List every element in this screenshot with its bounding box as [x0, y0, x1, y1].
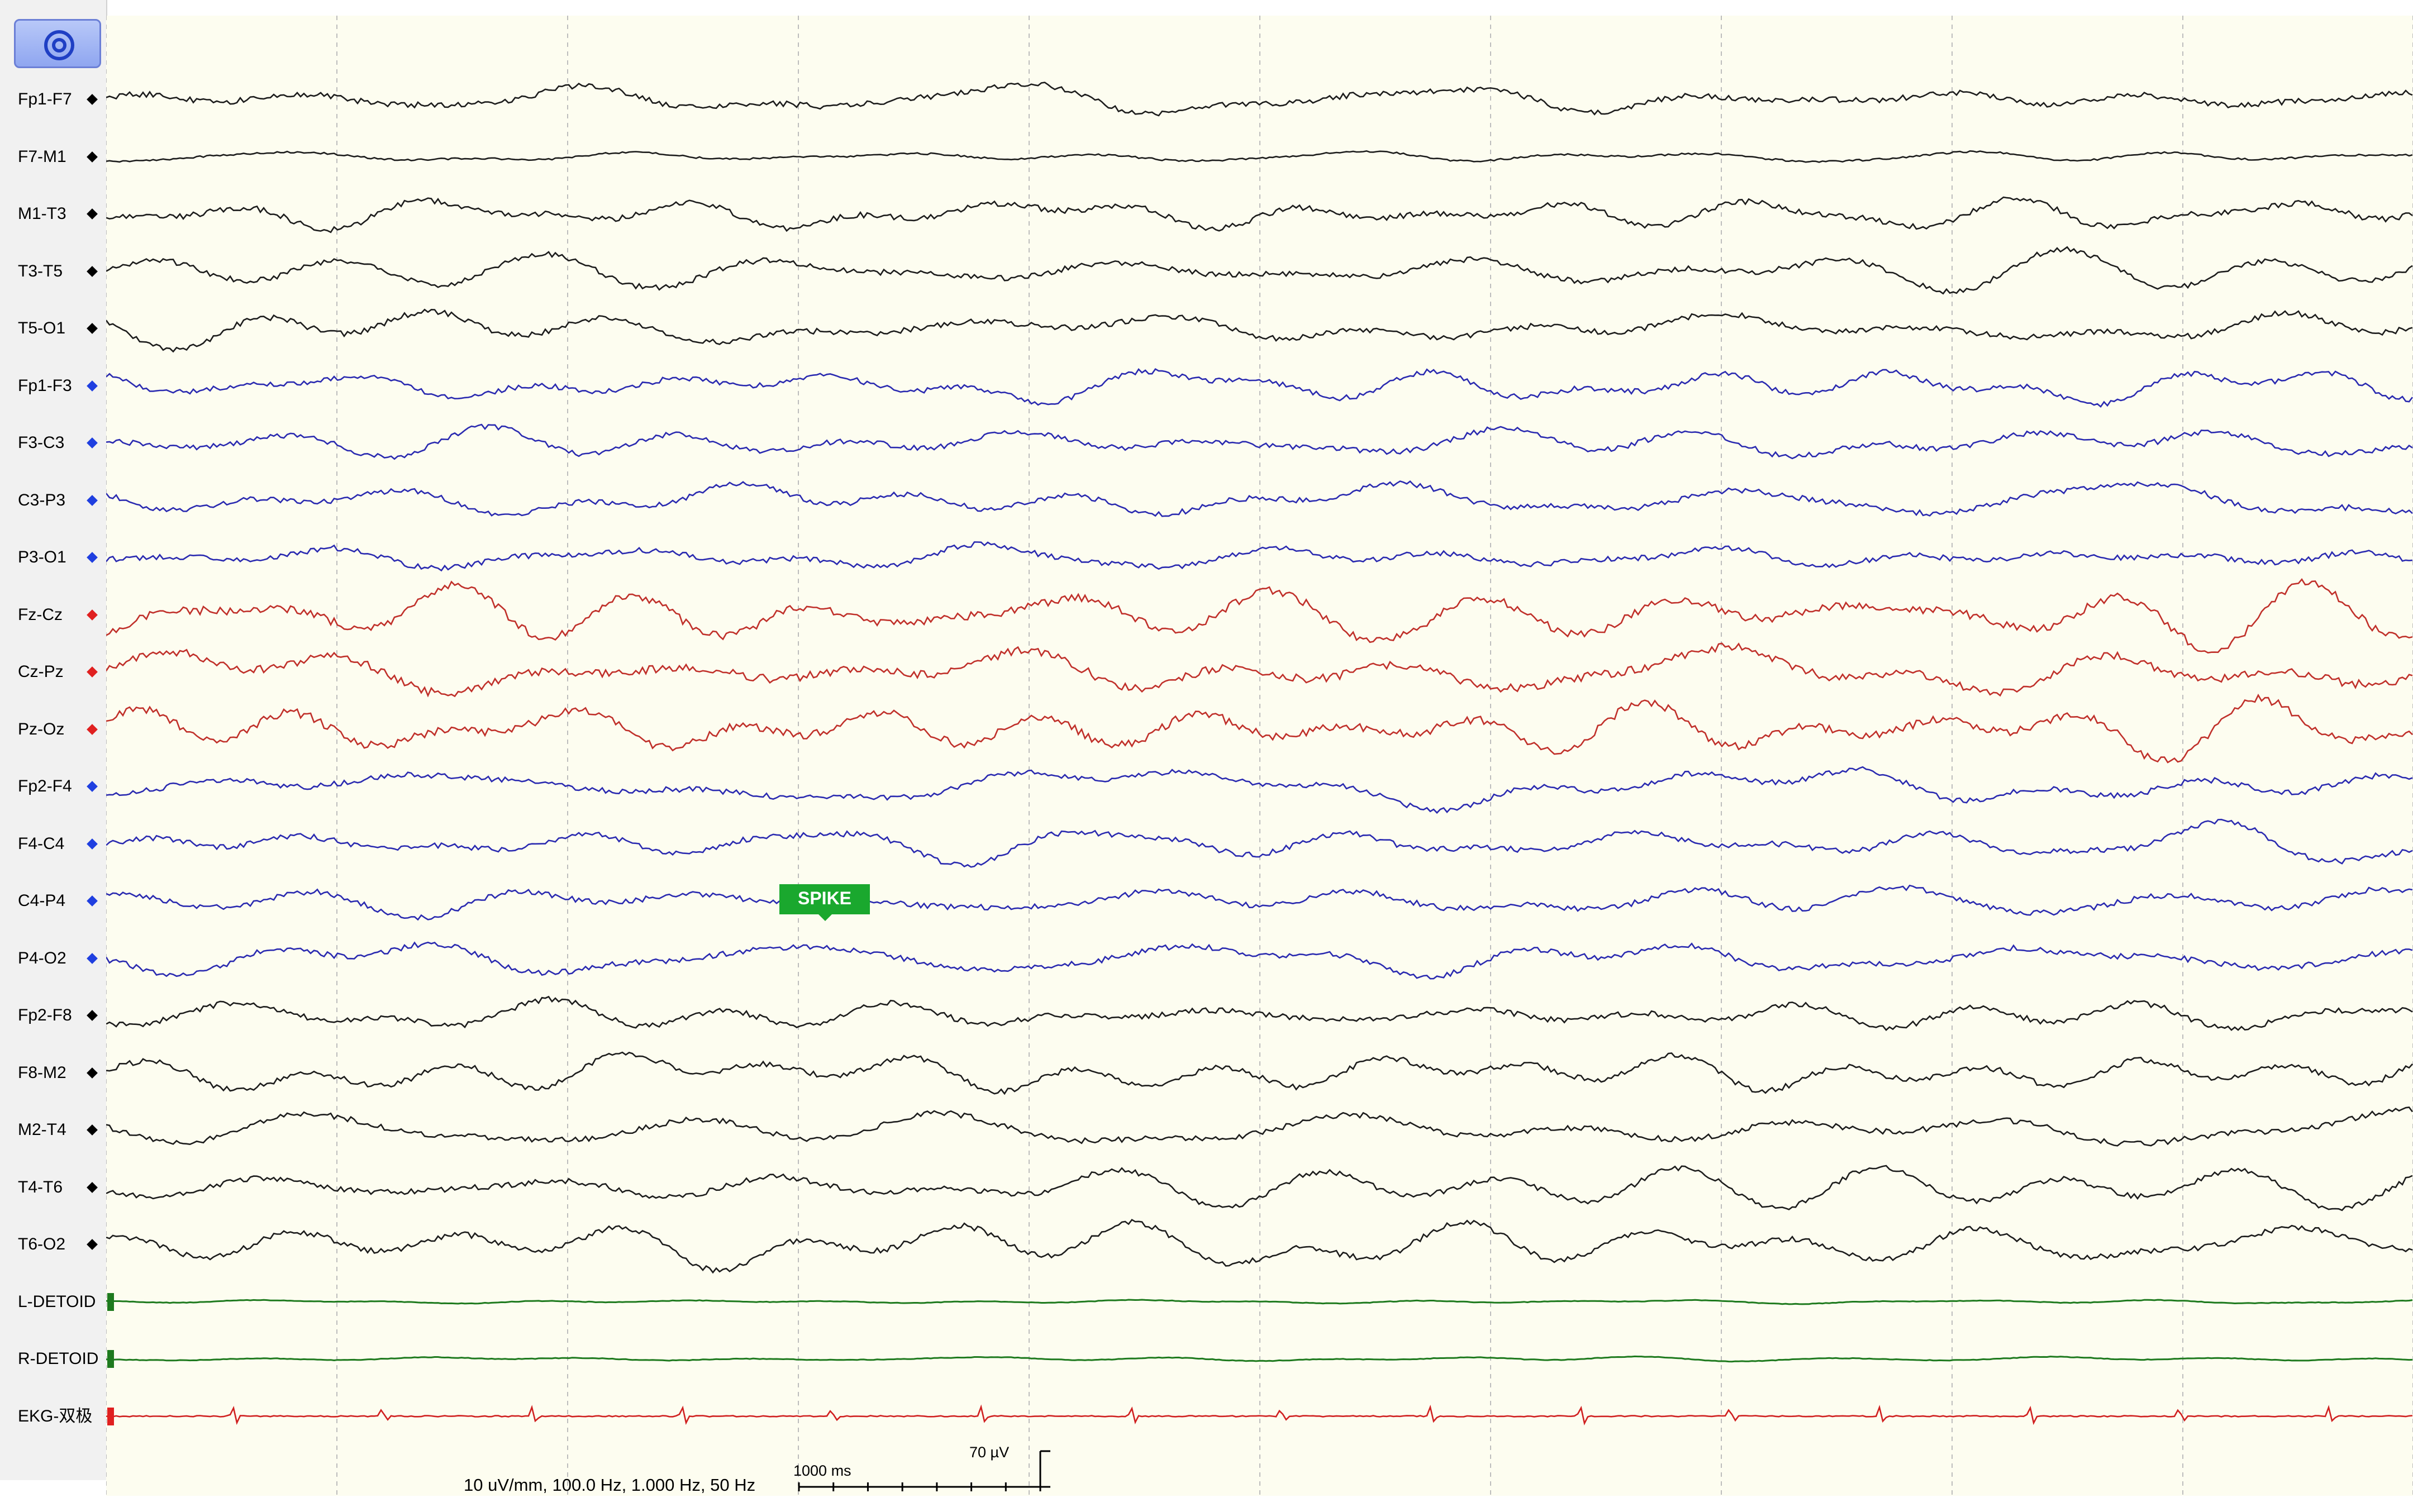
target-button[interactable] [14, 19, 101, 68]
channel-label[interactable]: T6-O2 [18, 1233, 65, 1256]
channel-marker [107, 1292, 114, 1311]
trace-c4-p4 [106, 884, 2413, 921]
channel-label[interactable]: F8-M2 [18, 1062, 66, 1084]
channel-label[interactable]: Fp1-F3 [18, 375, 72, 397]
channel-label[interactable]: M2-T4 [18, 1119, 66, 1141]
trace-ekg-双极 [106, 1404, 2413, 1426]
channel-label-text: F7-M1 [18, 147, 66, 166]
channel-label-panel [0, 0, 107, 1480]
channel-label-text: L-DETOID [18, 1292, 96, 1311]
channel-label-text: T5-O1 [18, 319, 66, 337]
trace-fp1-f7 [106, 82, 2413, 117]
channel-label-text: M1-T3 [18, 204, 66, 223]
trace-t4-t6 [106, 1165, 2413, 1211]
channel-label[interactable]: F4-C4 [18, 833, 64, 855]
channel-marker [107, 1350, 114, 1368]
channel-label[interactable]: T4-T6 [18, 1176, 63, 1199]
time-scale-label: 1000 ms [793, 1462, 851, 1479]
channel-label-text: R-DETOID [18, 1349, 99, 1368]
channel-label-text: Pz-Oz [18, 719, 65, 738]
channel-label[interactable]: C4-P4 [18, 890, 65, 912]
channel-label-text: Fz-Cz [18, 605, 63, 624]
channel-label[interactable]: Fp2-F4 [18, 775, 72, 798]
channel-label[interactable]: Fp1-F7 [18, 88, 72, 111]
channel-label-text: P3-O1 [18, 548, 66, 566]
trace-f4-c4 [106, 818, 2413, 868]
channel-label-text: T6-O2 [18, 1235, 66, 1253]
channel-label-text: Cz-Pz [18, 662, 64, 681]
trace-r-detoid [106, 1355, 2413, 1363]
trace-t3-t5 [106, 246, 2413, 295]
trace-m2-t4 [106, 1106, 2413, 1147]
trace-p3-o1 [106, 541, 2413, 572]
display-settings-text: 10 uV/mm, 100.0 Hz, 1.000 Hz, 50 Hz [464, 1475, 756, 1495]
target-icon [44, 30, 74, 60]
trace-fp1-f3 [106, 368, 2413, 408]
channel-label-text: T4-T6 [18, 1177, 63, 1196]
amplitude-scale-label: 70 µV [969, 1444, 1010, 1461]
channel-label-text: F8-M2 [18, 1063, 66, 1082]
channel-label-text: C4-P4 [18, 891, 66, 910]
trace-m1-t3 [106, 196, 2413, 233]
channel-label-text: Fp1-F3 [18, 376, 72, 395]
trace-c3-p3 [106, 480, 2413, 517]
trace-pz-oz [106, 693, 2413, 764]
channel-label[interactable]: P3-O1 [18, 546, 66, 569]
channel-label-text: Fp2-F4 [18, 777, 72, 795]
channel-label-text: Fp2-F8 [18, 1006, 72, 1024]
eeg-traces [106, 16, 2413, 1496]
channel-label[interactable]: EKG-双极 [18, 1405, 92, 1428]
trace-f3-c3 [106, 423, 2413, 460]
channel-label-text: F3-C3 [18, 433, 65, 452]
trace-p4-o2 [106, 941, 2413, 980]
channel-label[interactable]: F3-C3 [18, 432, 64, 454]
channel-label-text: Fp1-F7 [18, 90, 72, 108]
channel-label[interactable]: Cz-Pz [18, 661, 64, 683]
channel-label[interactable]: Fp2-F8 [18, 1004, 72, 1027]
channel-label-text: P4-O2 [18, 948, 66, 967]
channel-label[interactable]: Pz-Oz [18, 718, 64, 741]
channel-label[interactable]: M1-T3 [18, 203, 66, 225]
trace-t6-o2 [106, 1219, 2413, 1274]
trace-fz-cz [106, 578, 2413, 654]
trace-cz-pz [106, 642, 2413, 698]
channel-label-text: EKG-双极 [18, 1406, 93, 1425]
trace-f8-m2 [106, 1051, 2413, 1095]
channel-label-text: T3-T5 [18, 261, 63, 280]
trace-t5-o1 [106, 308, 2413, 353]
channel-label[interactable]: C3-P3 [18, 489, 65, 512]
channel-label[interactable]: F7-M1 [18, 146, 66, 168]
channel-label[interactable]: P4-O2 [18, 947, 66, 970]
trace-fp2-f8 [106, 995, 2413, 1031]
spike-annotation-label: SPIKE [797, 888, 852, 908]
spike-annotation[interactable]: SPIKE [779, 884, 870, 921]
channel-label[interactable]: T5-O1 [18, 317, 65, 340]
channel-label-text: F4-C4 [18, 834, 65, 853]
channel-label-text: C3-P3 [18, 490, 66, 509]
channel-label[interactable]: L-DETOID [18, 1291, 96, 1313]
channel-label[interactable]: Fz-Cz [18, 604, 63, 626]
trace-area[interactable] [106, 16, 2413, 1496]
channel-marker [107, 1407, 114, 1425]
status-strip [0, 1496, 2413, 1512]
trace-f7-m1 [106, 150, 2413, 163]
trace-fp2-f4 [106, 766, 2413, 814]
channel-label[interactable]: R-DETOID [18, 1348, 98, 1370]
trace-l-detoid [106, 1299, 2413, 1305]
channel-label-text: M2-T4 [18, 1120, 66, 1139]
channel-label[interactable]: T3-T5 [18, 260, 63, 283]
